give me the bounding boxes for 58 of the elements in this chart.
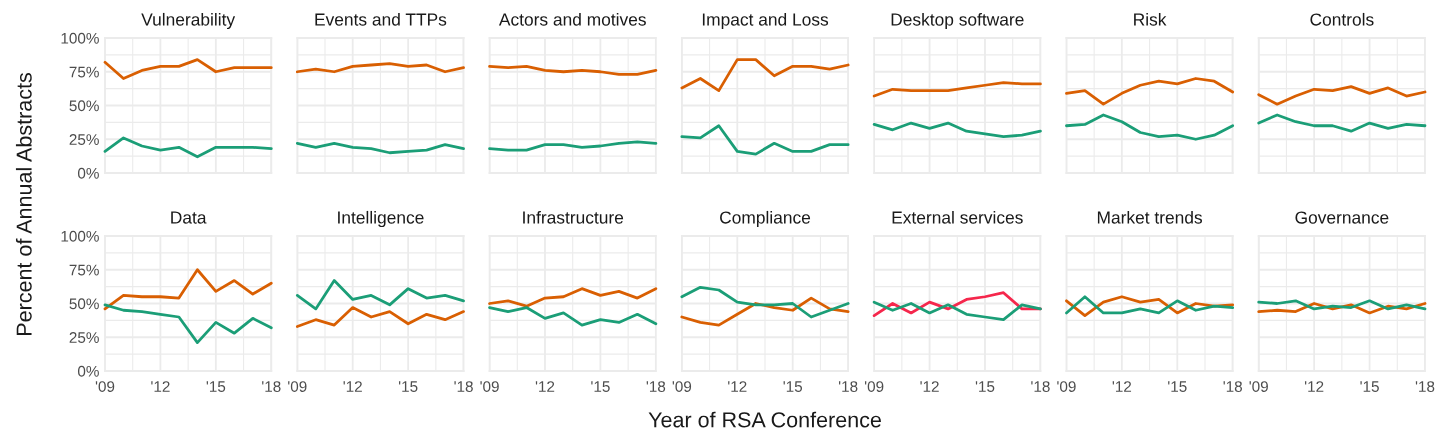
line-series: [103, 58, 273, 80]
line-series: [103, 268, 273, 311]
x-tick-label: '18: [1031, 381, 1050, 392]
x-tick-label: '12: [920, 381, 939, 392]
x-tick-label: '09: [95, 381, 115, 392]
chart-title: Impact and Loss: [702, 12, 829, 30]
x-tick-label: '15: [1168, 381, 1187, 392]
y-tick-label: 25%: [69, 134, 99, 145]
x-tick-label: '18: [838, 381, 858, 392]
y-tick-label: 100%: [61, 230, 99, 242]
y-tick-label: 100%: [61, 32, 99, 44]
chart-title: Risk: [1134, 12, 1167, 26]
x-tick-label: '18: [1415, 381, 1435, 392]
x-tick-label: '12: [1304, 381, 1324, 392]
chart-title: Governance: [1295, 211, 1389, 224]
x-axis-title: Year of RSA Conference: [648, 411, 881, 428]
line-series: [103, 136, 273, 159]
x-tick-label: '18: [646, 381, 666, 392]
x-tick-label: '15: [206, 381, 226, 392]
x-tick-label: '15: [975, 381, 995, 392]
y-axis-title: Percent of Annual Abstracts: [15, 73, 32, 335]
x-tick-label: '09: [288, 381, 307, 392]
chart-title: Data: [171, 211, 207, 224]
x-tick-label: '15: [591, 381, 610, 392]
y-tick-label: 0%: [77, 167, 99, 179]
x-tick-label: '12: [728, 381, 747, 392]
y-tick-label: 75%: [69, 66, 99, 78]
x-tick-label: '09: [672, 381, 692, 392]
chart-title: Vulnerability: [141, 12, 236, 30]
x-tick-label: '12: [151, 381, 170, 392]
chart-title: Infrastructure: [523, 210, 624, 224]
y-tick-label: 0%: [77, 365, 99, 377]
chart-title: External services: [892, 210, 1023, 224]
line-series: [103, 303, 273, 345]
y-tick-label: 75%: [69, 264, 99, 276]
x-tick-label: '12: [343, 381, 362, 392]
chart-title: Controls: [1310, 12, 1374, 26]
y-tick-label: 50%: [69, 298, 99, 310]
x-tick-label: '18: [454, 381, 473, 392]
x-tick-label: '18: [1223, 381, 1243, 392]
x-tick-label: '12: [1112, 381, 1132, 392]
x-tick-label: '09: [1057, 381, 1076, 392]
chart-title: Actors and motives: [498, 12, 646, 26]
x-tick-label: '15: [1360, 381, 1379, 392]
x-tick-label: '09: [1249, 381, 1268, 392]
chart-title: Compliance: [720, 210, 811, 228]
chart-title: Events and TTPs: [315, 12, 447, 26]
chart-title: Desktop software: [891, 12, 1024, 30]
chart-title: Market trends: [1097, 210, 1203, 224]
x-tick-label: '09: [480, 381, 499, 392]
x-tick-label: '15: [783, 381, 803, 392]
x-tick-label: '18: [262, 381, 281, 392]
chart-title: Intelligence: [338, 210, 424, 228]
x-tick-label: '15: [398, 381, 418, 392]
x-tick-label: '12: [535, 381, 555, 392]
y-tick-label: 50%: [69, 100, 99, 112]
x-tick-label: '09: [864, 381, 884, 392]
y-tick-label: 25%: [69, 332, 99, 343]
